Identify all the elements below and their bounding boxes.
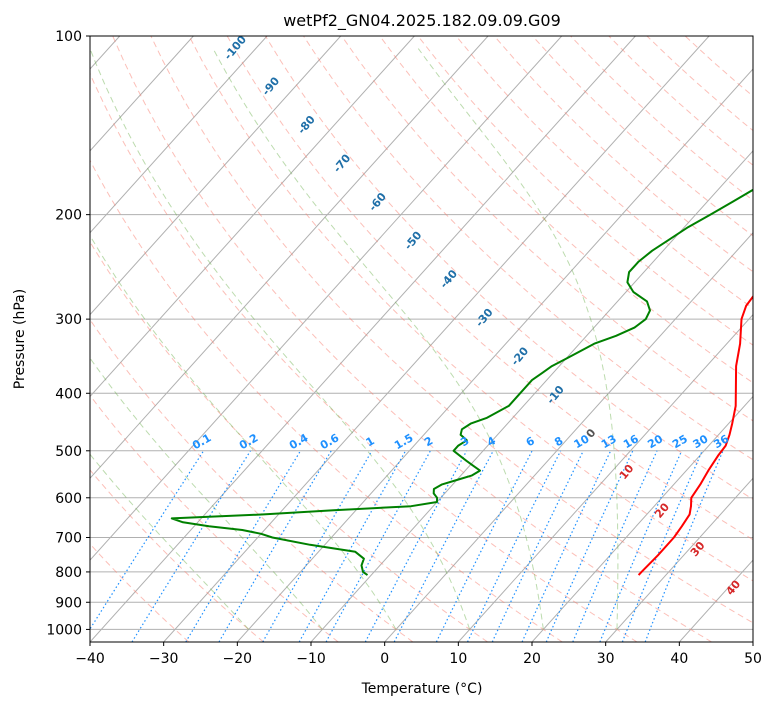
x-tick-label: 40: [670, 651, 688, 667]
mixing-ratio-line: [364, 450, 468, 642]
dry-adiabat-line: [90, 159, 563, 642]
isotherm-gridline: [163, 36, 710, 642]
x-tick-label: 10: [449, 651, 467, 667]
dry-adiabat-line: [90, 318, 414, 642]
isotherm-gridline: [90, 36, 489, 480]
x-tick-label: 50: [744, 651, 762, 667]
isotherm-gridline: [90, 36, 268, 234]
dry-adiabat-line: [90, 543, 190, 642]
dry-adiabat-line: [90, 394, 339, 642]
y-tick-label: 1000: [46, 622, 82, 638]
mixing-ratio-line: [466, 450, 562, 642]
profile-line: [637, 294, 753, 576]
dry-adiabat-line: [90, 240, 488, 642]
y-axis-label: Pressure (hPa): [12, 289, 28, 389]
isotherm-gridline: [90, 36, 342, 316]
moist-adiabat-line: [90, 48, 471, 630]
dry-adiabats: [90, 36, 753, 642]
y-tick-label: 400: [55, 386, 82, 402]
x-axis-ticks: −40 −30 −20 −10 0 10 20 30 40 50: [75, 642, 762, 667]
x-tick-label: −40: [75, 651, 105, 667]
mixing-ratio-line: [644, 450, 724, 642]
x-axis-label: Temperature (°C): [361, 681, 483, 697]
mixing-ratio-line: [90, 450, 205, 631]
moist-adiabats: [90, 48, 619, 630]
mixing-ratio-line: [621, 450, 703, 642]
y-tick-label: 300: [55, 312, 82, 328]
dry-adiabat-line: [112, 36, 712, 642]
x-tick-label: −20: [223, 651, 253, 667]
isotherm-gridline: [384, 231, 753, 642]
isotherm-gridline: [531, 395, 753, 642]
mixing-ratio-line: [298, 450, 407, 642]
isotherm-gridline: [236, 68, 753, 642]
y-tick-label: 600: [55, 491, 82, 507]
isotherm-gridline: [605, 477, 753, 642]
moist-adiabat-line: [417, 48, 619, 630]
moist-adiabat-line: [90, 357, 323, 630]
mixing-ratio-line: [325, 450, 431, 642]
x-tick-label: 20: [523, 651, 541, 667]
dry-adiabat-line: [417, 36, 753, 346]
mixing-ratio-line: [435, 450, 533, 642]
profile-line: [170, 188, 753, 576]
y-tick-label: 500: [55, 444, 82, 460]
chart-title: wetPf2_GN04.2025.182.09.09.G09: [283, 11, 561, 31]
moist-adiabat-line: [212, 48, 544, 630]
x-tick-label: 0: [380, 651, 389, 667]
plot-frame: [89, 35, 754, 643]
y-tick-label: 700: [55, 531, 82, 547]
dry-adiabat-line: [455, 36, 753, 309]
dry-adiabat-line: [150, 36, 753, 624]
y-tick-label: 200: [55, 208, 82, 224]
x-tick-label: −10: [296, 651, 326, 667]
mixing-ratio-line: [185, 450, 302, 642]
mixing-ratio-line: [599, 450, 683, 642]
mixing-ratio-line: [572, 450, 658, 642]
y-tick-label: 900: [55, 595, 82, 611]
x-tick-label: −30: [149, 651, 179, 667]
dry-adiabat-line: [90, 469, 264, 642]
isotherm-gridline: [90, 36, 415, 398]
isotherm-gridline: [90, 36, 563, 561]
isotherm-gridline: [310, 150, 753, 642]
profile-series: [170, 188, 753, 576]
y-tick-label: 100: [55, 29, 82, 45]
plot-grid: [90, 36, 753, 642]
isotherm-gridline: [90, 36, 194, 152]
y-tick-label: 800: [55, 565, 82, 581]
x-tick-label: 30: [597, 651, 615, 667]
isotherm-gridline: [90, 36, 636, 642]
moist-adiabat-line: [90, 234, 397, 630]
y-axis-ticks: 100 200 300 400 500 600 700 800 900 1000: [46, 29, 90, 638]
isotherm-gridline: [457, 313, 753, 642]
mixing-ratio-lines: [90, 450, 724, 642]
